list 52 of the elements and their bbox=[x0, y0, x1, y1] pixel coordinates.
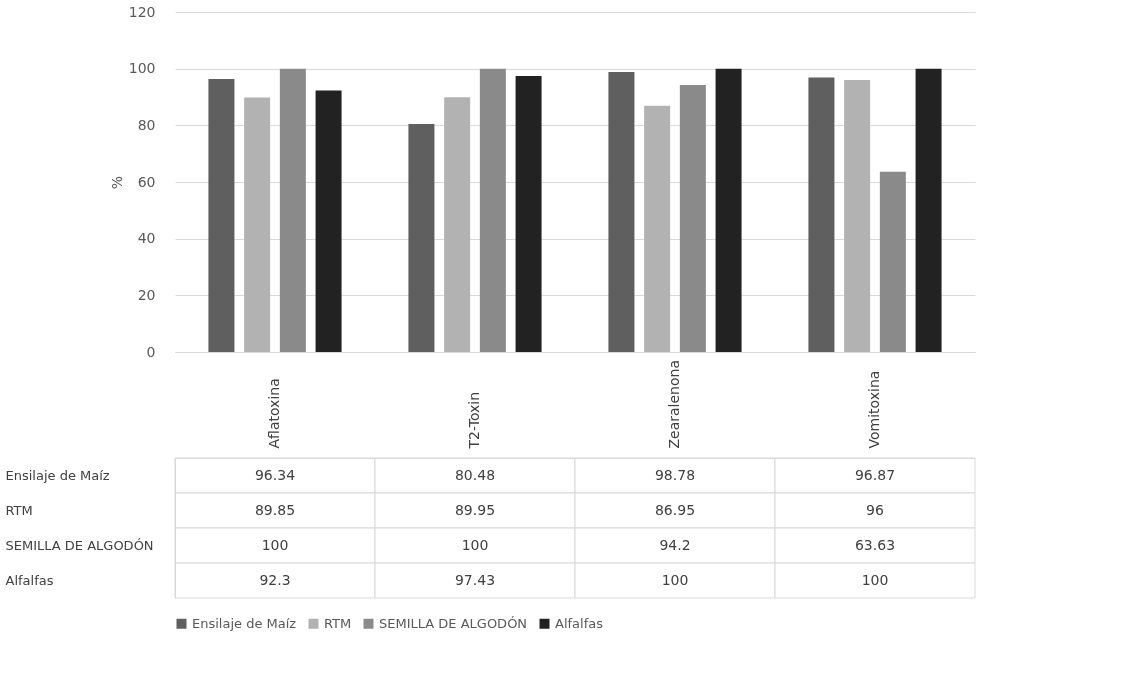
legend-label: RTM bbox=[324, 615, 352, 631]
bar bbox=[279, 68, 306, 352]
data-label: 100 bbox=[861, 571, 889, 588]
bar bbox=[208, 79, 235, 352]
data-label: 89.95 bbox=[454, 501, 496, 518]
data-label: 94.2 bbox=[659, 536, 691, 553]
x-tick-label: T2-Toxin bbox=[466, 391, 482, 450]
bar bbox=[715, 68, 742, 352]
bar bbox=[879, 171, 906, 352]
y-tick-label: 0 bbox=[146, 343, 156, 360]
x-tick-label: Aflatoxina bbox=[266, 378, 282, 449]
bar bbox=[315, 90, 342, 352]
data-label: 100 bbox=[261, 536, 289, 553]
y-tick-label: 120 bbox=[128, 3, 156, 20]
data-label: 89.85 bbox=[254, 501, 296, 518]
data-label: 97.43 bbox=[454, 571, 496, 588]
x-tick-label: Zearalenona bbox=[666, 359, 682, 449]
y-axis-title: % bbox=[108, 175, 125, 190]
data-label: 96.34 bbox=[254, 466, 296, 483]
data-label: 80.48 bbox=[454, 466, 496, 483]
bar bbox=[515, 75, 542, 352]
legend-label: Ensilaje de Maíz bbox=[192, 615, 297, 631]
bar bbox=[915, 68, 942, 352]
data-label: 86.95 bbox=[654, 501, 696, 518]
bar bbox=[644, 105, 671, 352]
text: RTM bbox=[5, 502, 33, 518]
y-tick-label: 80 bbox=[137, 116, 156, 133]
x-tick-label: Vomitoxina bbox=[866, 370, 882, 449]
data-label: 96.87 bbox=[854, 466, 896, 483]
data-label: 98.78 bbox=[654, 466, 696, 483]
y-tick-label: 100 bbox=[128, 60, 156, 77]
bar bbox=[844, 80, 871, 352]
data-label: 100 bbox=[661, 571, 689, 588]
text: Alfalfas bbox=[5, 572, 54, 588]
y-tick-label: 40 bbox=[137, 230, 156, 247]
data-label: 100 bbox=[461, 536, 489, 553]
bar bbox=[679, 85, 706, 352]
bar bbox=[479, 68, 506, 352]
bar bbox=[808, 77, 835, 352]
bar bbox=[444, 97, 471, 352]
data-label: 63.63 bbox=[854, 536, 896, 553]
data-label: 92.3 bbox=[259, 571, 291, 588]
y-tick-label: 20 bbox=[137, 286, 156, 303]
legend-label: Alfalfas bbox=[555, 615, 604, 631]
text: SEMILLA DE ALGODÓN bbox=[5, 537, 154, 553]
data-label: 96 bbox=[866, 501, 884, 518]
y-tick-label: 60 bbox=[137, 173, 156, 190]
bar bbox=[608, 72, 635, 352]
bar bbox=[408, 123, 435, 352]
text: Ensilaje de Maíz bbox=[5, 467, 110, 483]
bar bbox=[244, 97, 271, 352]
legend-label: SEMILLA DE ALGODÓN bbox=[379, 615, 528, 631]
